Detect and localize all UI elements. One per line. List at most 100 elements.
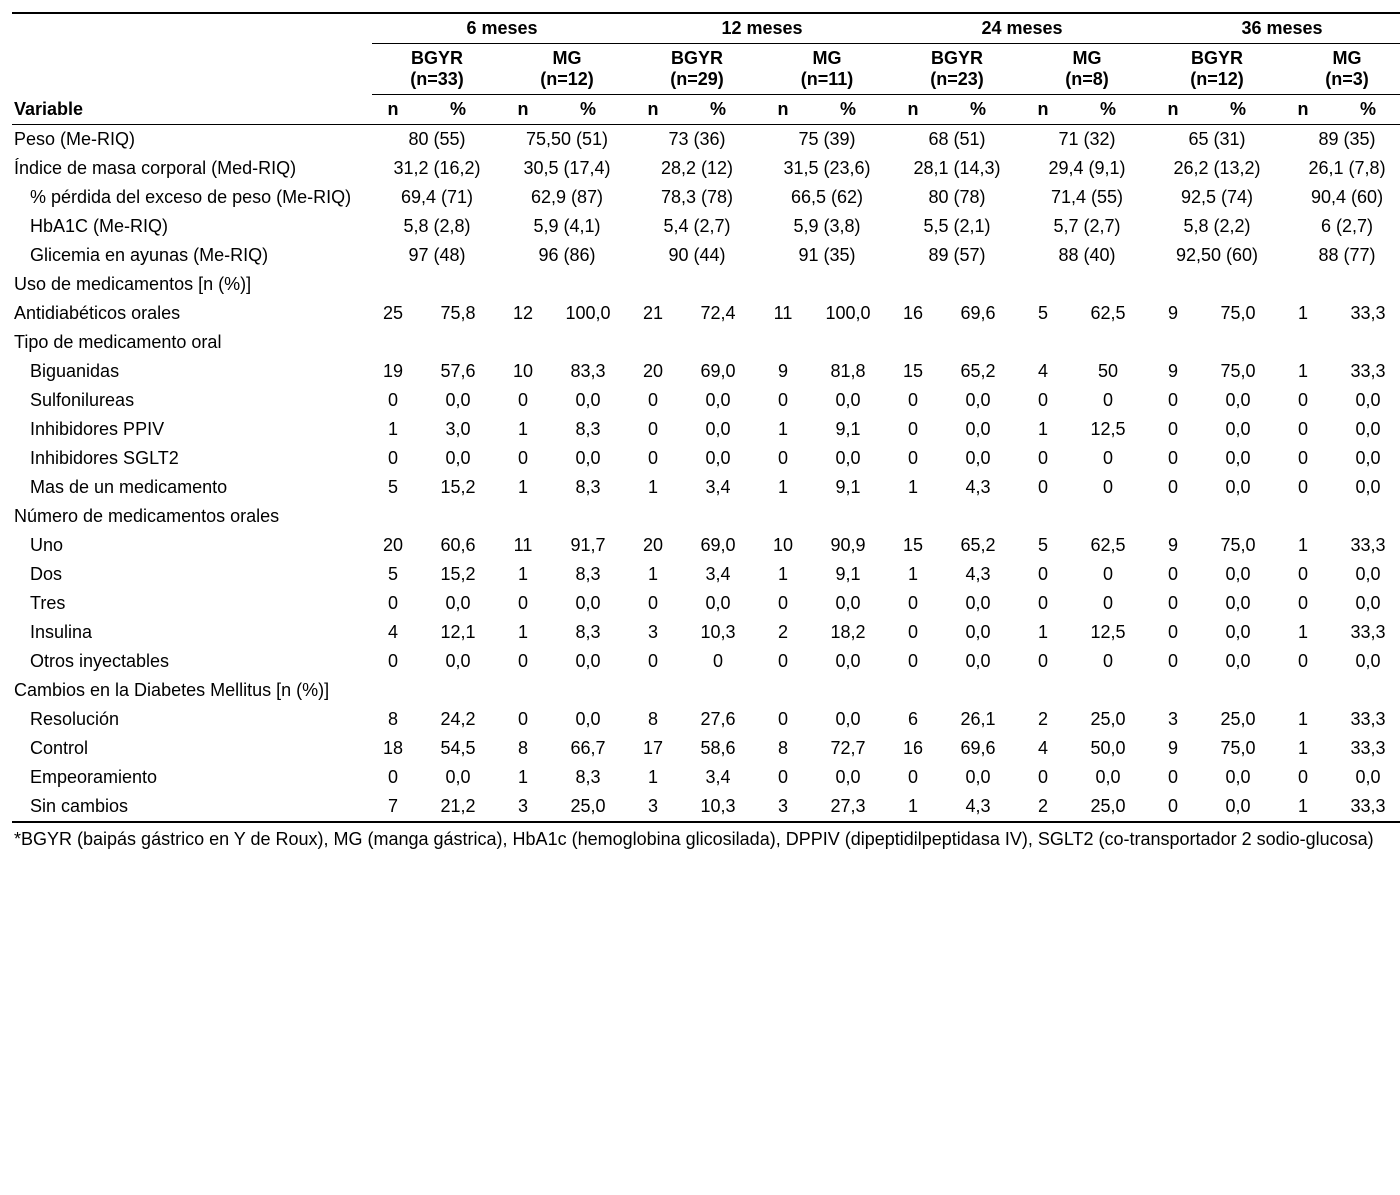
table-row: Mas de un medicamento515,218,313,419,114… xyxy=(12,473,1400,502)
row-empty xyxy=(372,270,1400,299)
row-label: Antidiabéticos orales xyxy=(12,299,372,328)
row-label: Dos xyxy=(12,560,372,589)
cell-value: 8 xyxy=(632,705,674,734)
cell-value: 0,0 xyxy=(1324,763,1400,792)
table-row: Número de medicamentos orales xyxy=(12,502,1400,531)
cell-value: 6 xyxy=(892,705,934,734)
cell-value: 0,0 xyxy=(674,386,762,415)
cell-value: 0,0 xyxy=(1194,473,1282,502)
cell-value: 0 xyxy=(1022,473,1064,502)
table-row: Control1854,5866,71758,6872,71669,6450,0… xyxy=(12,734,1400,763)
table-row: Empeoramiento00,018,313,400,000,000,000,… xyxy=(12,763,1400,792)
cell-value: 0 xyxy=(1022,560,1064,589)
cell-value: 0 xyxy=(372,386,414,415)
cell-span: 5,9 (4,1) xyxy=(502,212,632,241)
cell-value: 3 xyxy=(502,792,544,822)
header-group-3-1: MG(n=3) xyxy=(1282,44,1400,95)
cell-value: 1 xyxy=(1282,531,1324,560)
cell-value: 1 xyxy=(502,618,544,647)
cell-value: 15 xyxy=(892,357,934,386)
cell-value: 0,0 xyxy=(1324,473,1400,502)
cell-span: 5,7 (2,7) xyxy=(1022,212,1152,241)
cell-value: 12,1 xyxy=(414,618,502,647)
header-period-0: 6 meses xyxy=(372,13,632,44)
cell-value: 62,5 xyxy=(1064,299,1152,328)
cell-span: 88 (77) xyxy=(1282,241,1400,270)
cell-value: 0 xyxy=(762,589,804,618)
cell-value: 15 xyxy=(892,531,934,560)
row-empty xyxy=(372,676,1400,705)
cell-value: 20 xyxy=(632,531,674,560)
cell-value: 1 xyxy=(502,415,544,444)
cell-value: 0 xyxy=(1064,444,1152,473)
row-label: HbA1C (Me-RIQ) xyxy=(12,212,372,241)
cell-value: 0 xyxy=(632,386,674,415)
cell-value: 25,0 xyxy=(1194,705,1282,734)
cell-value: 0 xyxy=(372,444,414,473)
cell-value: 0 xyxy=(1064,647,1152,676)
cell-value: 0 xyxy=(1282,386,1324,415)
cell-value: 10 xyxy=(762,531,804,560)
cell-value: 0 xyxy=(1064,589,1152,618)
row-label: Peso (Me-RIQ) xyxy=(12,125,372,155)
cell-value: 50 xyxy=(1064,357,1152,386)
cell-value: 5 xyxy=(1022,531,1064,560)
cell-span: 89 (35) xyxy=(1282,125,1400,155)
header-sub-pct: % xyxy=(1324,95,1400,125)
cell-value: 75,0 xyxy=(1194,531,1282,560)
row-label: Tres xyxy=(12,589,372,618)
cell-value: 100,0 xyxy=(544,299,632,328)
cell-value: 7 xyxy=(372,792,414,822)
cell-value: 25,0 xyxy=(1064,792,1152,822)
cell-value: 18,2 xyxy=(804,618,892,647)
row-label: Índice de masa corporal (Med-RIQ) xyxy=(12,154,372,183)
table-row: Uso de medicamentos [n (%)] xyxy=(12,270,1400,299)
cell-value: 0 xyxy=(502,705,544,734)
row-label: Inhibidores SGLT2 xyxy=(12,444,372,473)
cell-span: 30,5 (17,4) xyxy=(502,154,632,183)
cell-value: 1 xyxy=(1282,734,1324,763)
row-label: Inhibidores PPIV xyxy=(12,415,372,444)
table-row: Antidiabéticos orales2575,812100,02172,4… xyxy=(12,299,1400,328)
header-sub-n: n xyxy=(892,95,934,125)
cell-value: 0 xyxy=(1022,386,1064,415)
cell-value: 0 xyxy=(1282,444,1324,473)
header-sub-pct: % xyxy=(934,95,1022,125)
cell-value: 0 xyxy=(1022,444,1064,473)
cell-value: 0 xyxy=(674,647,762,676)
cell-value: 20 xyxy=(372,531,414,560)
cell-value: 0,0 xyxy=(1324,647,1400,676)
cell-value: 0,0 xyxy=(804,763,892,792)
cell-value: 0 xyxy=(1022,763,1064,792)
cell-span: 5,8 (2,8) xyxy=(372,212,502,241)
cell-value: 69,6 xyxy=(934,299,1022,328)
cell-value: 0 xyxy=(1152,444,1194,473)
cell-value: 0,0 xyxy=(804,386,892,415)
cell-value: 5 xyxy=(372,473,414,502)
cell-value: 75,0 xyxy=(1194,734,1282,763)
header-sub-pct: % xyxy=(1064,95,1152,125)
cell-value: 1 xyxy=(502,763,544,792)
cell-value: 1 xyxy=(892,792,934,822)
cell-value: 0 xyxy=(892,444,934,473)
table-row: Tres00,000,000,000,000,00000,000,0 xyxy=(12,589,1400,618)
cell-value: 0 xyxy=(1152,415,1194,444)
cell-value: 9,1 xyxy=(804,473,892,502)
cell-value: 0 xyxy=(1064,386,1152,415)
cell-value: 75,8 xyxy=(414,299,502,328)
cell-value: 83,3 xyxy=(544,357,632,386)
cell-value: 19 xyxy=(372,357,414,386)
cell-value: 58,6 xyxy=(674,734,762,763)
cell-value: 1 xyxy=(372,415,414,444)
cell-value: 25,0 xyxy=(544,792,632,822)
cell-value: 16 xyxy=(892,299,934,328)
cell-value: 0,0 xyxy=(934,589,1022,618)
cell-value: 0 xyxy=(372,647,414,676)
cell-value: 69,0 xyxy=(674,531,762,560)
row-label: Número de medicamentos orales xyxy=(12,502,372,531)
table-row: Uno2060,61191,72069,01090,91565,2562,597… xyxy=(12,531,1400,560)
cell-value: 0,0 xyxy=(1324,444,1400,473)
cell-value: 0 xyxy=(1152,763,1194,792)
cell-value: 33,3 xyxy=(1324,531,1400,560)
cell-value: 1 xyxy=(762,473,804,502)
